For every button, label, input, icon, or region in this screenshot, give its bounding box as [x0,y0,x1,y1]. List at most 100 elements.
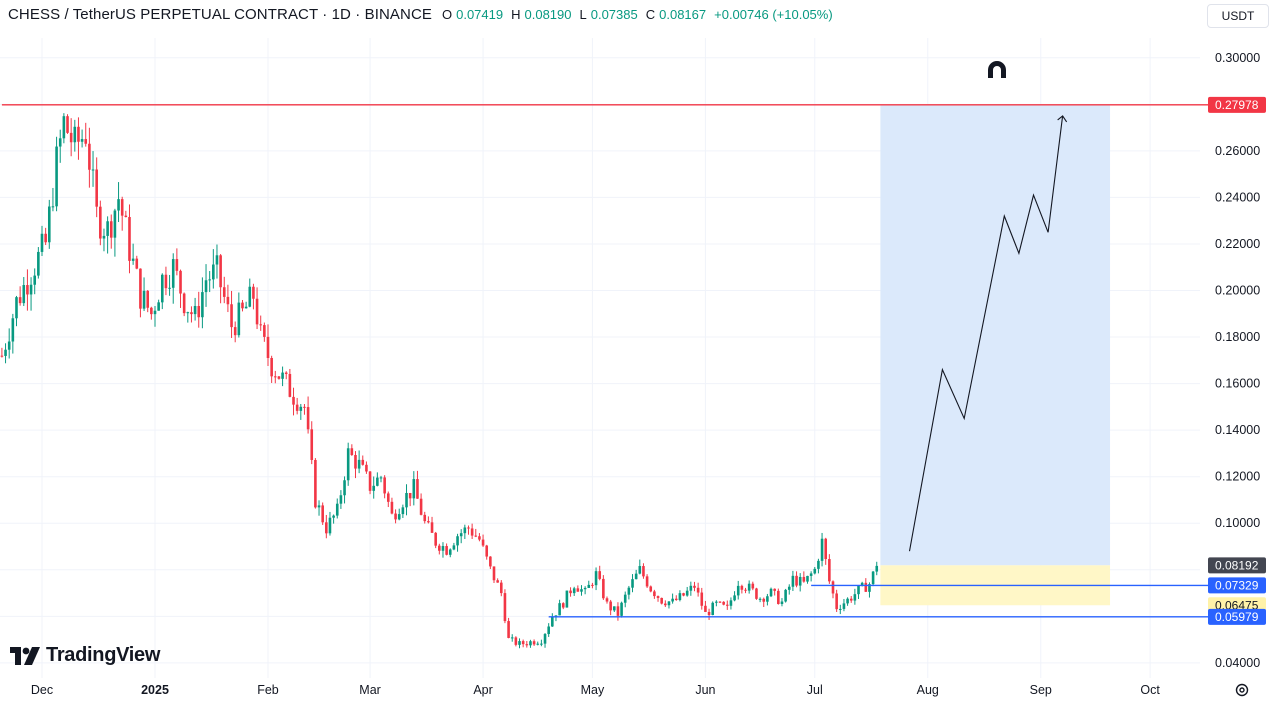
candle-body [609,601,612,611]
magnet-icon[interactable] [988,61,1006,78]
candle-body [715,601,718,603]
candle-body [288,373,292,397]
candle-body [459,533,463,537]
candle-body [109,221,113,238]
candle-body [623,594,627,603]
candle-body [201,292,204,318]
candle-body [135,258,139,269]
candle-body [736,585,740,596]
candle-body [653,591,656,597]
candle-body [445,546,448,555]
high-label: H [511,7,521,22]
candle-body [838,608,842,610]
candle-body [700,592,704,606]
candle-body [813,568,817,574]
profit-zone[interactable] [880,104,1111,566]
tradingview-logo[interactable]: TradingView [10,644,160,667]
candle-body [569,590,572,594]
candle-body [142,290,146,309]
candle-body [106,221,109,236]
symbol-title[interactable]: CHESS / TetherUS PERPETUAL CONTRACT · 1D… [8,6,432,23]
projection-path[interactable] [908,115,1064,552]
candle-body [215,255,219,265]
candle-body [88,143,91,170]
candle-body [343,480,346,496]
candle-body [69,132,73,143]
candle-body [131,258,135,261]
open-value: 0.07419 [456,7,504,22]
y-tick-label: 0.16000 [1215,377,1260,391]
candle-body [368,471,372,491]
candle-body [518,641,521,645]
candle-body [766,596,769,602]
candle-body [678,593,682,601]
x-tick-label: 2025 [141,683,169,697]
candle-body [704,605,707,612]
low-value: 0.07385 [590,7,638,22]
candle-body [335,503,339,516]
candle-body [157,302,160,311]
candle-body [470,528,474,536]
candle-body [572,588,576,594]
candle-body [139,268,142,309]
candle-body [682,593,685,596]
candle-body [197,305,201,318]
candle-body [164,274,168,289]
candle-body [120,199,124,216]
candle-body [263,325,266,337]
x-tick-label: May [581,683,605,697]
settings-gear-icon[interactable] [1234,682,1250,698]
candle-body [602,578,605,599]
candle-body [638,566,642,574]
candle-body [434,532,437,546]
candle-body [751,583,755,589]
candle-body [787,586,791,590]
candle-body [806,575,809,582]
candle-body [80,139,84,142]
candle-body [40,233,44,252]
candle-body [397,514,401,520]
candle-body [33,275,37,285]
candle-body [146,290,150,308]
candle-body [350,448,354,455]
candle-body [244,306,248,309]
candle-body [514,637,518,645]
candle-body [365,464,368,472]
brand-name: TradingView [46,644,161,666]
candle-body [0,355,4,357]
y-tick-label: 0.04000 [1215,656,1260,670]
candle-body [15,297,18,319]
candle-body [791,575,795,587]
x-tick-label: Mar [359,683,381,697]
candle-body [689,585,693,591]
candle-body [762,598,766,602]
candle-body [128,217,131,261]
candle-body [667,601,671,606]
candle-body [386,493,390,502]
candle-body [798,576,802,586]
candle-body [605,598,609,602]
candle-body [780,601,784,604]
candle-body [241,302,244,309]
candle-body [204,280,208,293]
projection-arrowhead [1057,115,1068,123]
candle-body [755,588,758,599]
candle-body [230,304,233,328]
candle-body [357,459,361,469]
candle-body [11,318,15,342]
candle-body [824,538,828,560]
candle-body [394,513,397,520]
candle-body [503,593,507,622]
candle-body [864,582,868,592]
price-label-text-current: 0.08192 [1215,558,1259,572]
candle-body [153,310,157,315]
candle-body [740,585,744,590]
candle-body [317,505,321,508]
candle-body [408,492,412,499]
candle-body [536,643,540,645]
candle-body [427,521,430,523]
candle-body [266,336,270,358]
currency-button[interactable]: USDT [1207,4,1269,28]
candle-body [558,603,561,616]
